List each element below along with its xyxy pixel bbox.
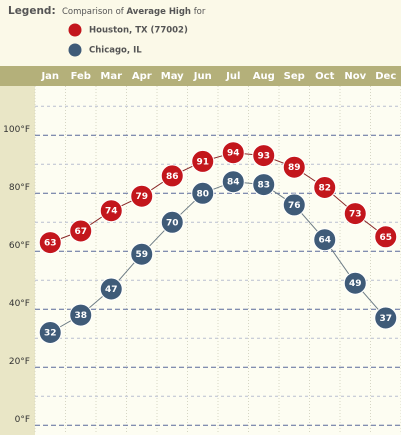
y-axis-band [0, 86, 35, 435]
data-label: 83 [257, 181, 270, 191]
y-tick-label: 20°F [9, 357, 30, 367]
data-label: 59 [135, 250, 148, 260]
y-tick-label: 80°F [9, 183, 30, 193]
data-point [160, 210, 184, 234]
data-point [130, 242, 154, 266]
data-point [38, 231, 62, 255]
data-point [313, 176, 337, 199]
data-point [38, 321, 62, 344]
data-point [221, 170, 245, 194]
x-tick-label: May [161, 71, 184, 82]
data-label: 63 [44, 239, 57, 249]
y-tick-label: 100°F [3, 125, 30, 135]
x-tick-label: Oct [315, 71, 334, 82]
x-tick-label: Apr [132, 71, 152, 82]
data-label: 89 [288, 163, 301, 173]
data-label: 64 [318, 236, 331, 246]
data-point [343, 271, 367, 295]
x-tick-label: Feb [71, 71, 91, 82]
x-tick-label: Jul [225, 71, 240, 82]
legend-background [0, 0, 401, 66]
data-point [99, 277, 123, 301]
data-point [130, 184, 154, 208]
data-point [313, 228, 337, 252]
x-tick-label: Nov [344, 71, 366, 82]
data-point [374, 225, 398, 249]
data-label: 82 [318, 184, 331, 194]
data-point [282, 193, 306, 217]
data-point [99, 199, 123, 223]
data-point [221, 141, 245, 165]
data-label: 38 [74, 311, 87, 321]
x-tick-label: Jun [193, 71, 212, 82]
data-point [69, 219, 93, 243]
data-point [191, 149, 215, 173]
legend-entry: Chicago, IL [89, 46, 142, 56]
x-tick-label: Jan [40, 71, 59, 82]
data-label: 79 [135, 192, 148, 202]
data-point [252, 144, 276, 168]
y-tick-label: 40°F [9, 299, 30, 309]
legend-entry: Houston, TX (77002) [89, 26, 188, 36]
title-prefix: Comparison of [62, 7, 125, 17]
data-label: 76 [288, 201, 301, 211]
data-label: 93 [257, 152, 270, 162]
data-label: 32 [44, 329, 57, 339]
data-point [160, 164, 184, 188]
y-tick-label: 60°F [9, 241, 30, 251]
legend-label: Legend: [8, 5, 56, 17]
title-suffix: for [194, 7, 206, 17]
data-label: 37 [379, 314, 392, 324]
data-label: 80 [196, 189, 209, 199]
x-tick-label: Dec [375, 71, 396, 82]
data-label: 73 [349, 210, 362, 220]
data-point [69, 303, 93, 327]
data-point [191, 181, 215, 205]
x-tick-label: Aug [253, 71, 275, 82]
y-tick-label: 0°F [15, 415, 30, 425]
data-label: 94 [227, 149, 240, 159]
data-label: 86 [166, 172, 179, 182]
data-label: 47 [105, 285, 118, 295]
data-label: 65 [379, 233, 392, 243]
legend-title: Comparison of Average High for [62, 7, 206, 17]
data-point [343, 202, 367, 226]
x-tick-label: Mar [100, 71, 122, 82]
legend-marker [68, 43, 82, 57]
data-label: 74 [105, 207, 118, 217]
data-label: 84 [227, 178, 240, 188]
x-tick-label: Sep [284, 71, 305, 82]
legend-marker [68, 23, 82, 37]
data-point [374, 306, 398, 330]
data-point [282, 155, 306, 179]
data-label: 49 [349, 279, 362, 289]
title-emphasis: Average High [127, 7, 191, 17]
data-label: 91 [196, 157, 209, 167]
data-label: 70 [166, 218, 179, 228]
month-header [0, 66, 401, 86]
data-label: 67 [74, 227, 87, 237]
data-point [252, 173, 276, 197]
